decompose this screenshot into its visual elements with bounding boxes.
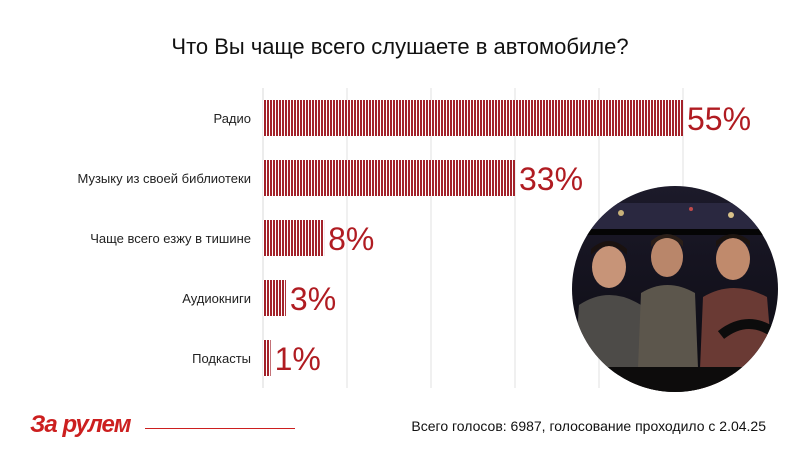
- bar: [263, 340, 271, 376]
- value-label: 1%: [275, 341, 321, 377]
- bar: [263, 280, 286, 316]
- value-label: 3%: [290, 281, 336, 317]
- value-label: 8%: [328, 221, 374, 257]
- value-label: 33%: [519, 161, 583, 197]
- value-label: 55%: [687, 101, 751, 137]
- logo-underline: [145, 428, 295, 429]
- bar: [263, 220, 325, 256]
- logo: За рулем: [30, 411, 132, 438]
- car-photo: [572, 186, 778, 392]
- footer-note: Всего голосов: 6987, голосование проходи…: [411, 418, 766, 434]
- category-label: Аудиокниги: [182, 291, 251, 306]
- category-label: Подкасты: [192, 351, 251, 366]
- value-labels: 55% 33% 8% 3% 1%: [275, 101, 751, 377]
- category-label: Музыку из своей библиотеки: [77, 171, 251, 186]
- category-labels: Радио Музыку из своей библиотеки Чаще всег…: [77, 111, 251, 366]
- chart-title: Что Вы чаще всего слушаете в автомобиле?: [171, 34, 629, 59]
- bar: [263, 100, 683, 136]
- bar: [263, 160, 515, 196]
- category-label: Чаще всего езжу в тишине: [90, 231, 251, 246]
- bars: [263, 100, 683, 376]
- category-label: Радио: [213, 111, 251, 126]
